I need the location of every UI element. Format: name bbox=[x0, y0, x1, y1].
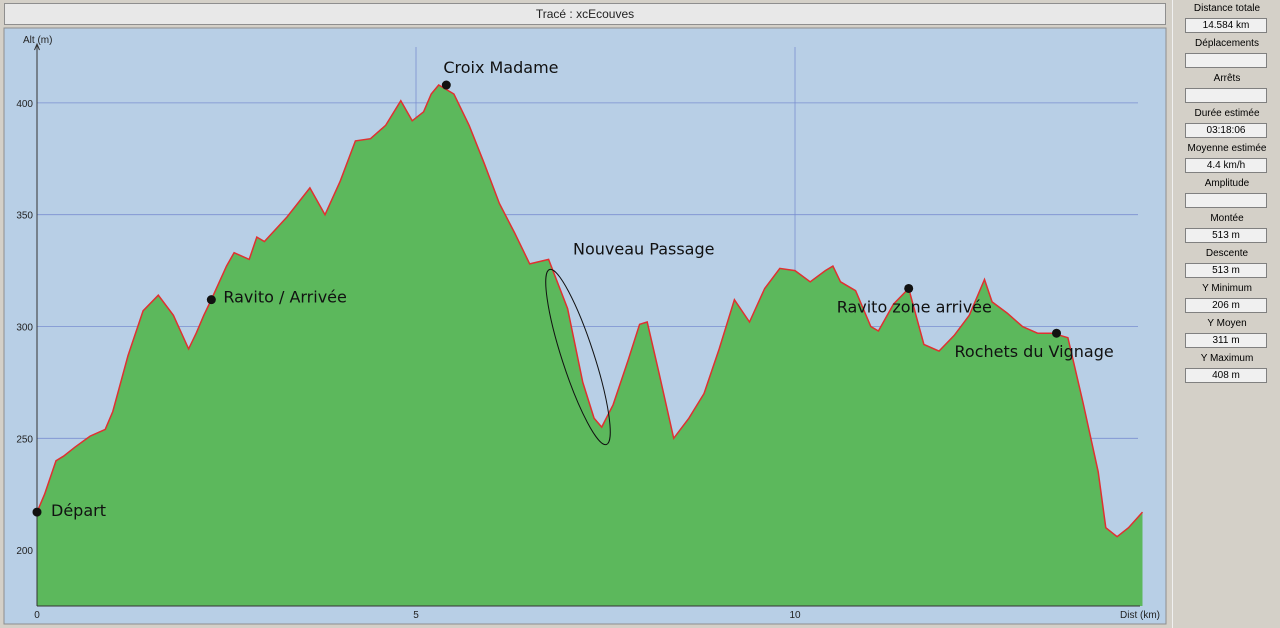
stat-value: 513 m bbox=[1185, 263, 1267, 278]
stat-label: Arrêts bbox=[1213, 73, 1241, 84]
stat-value: 4.4 km/h bbox=[1185, 158, 1267, 173]
stat-label: Durée estimée bbox=[1194, 108, 1260, 119]
stat-value: 513 m bbox=[1185, 228, 1267, 243]
stat-value bbox=[1185, 193, 1267, 208]
elevation-line bbox=[36, 84, 1144, 538]
stat-3: Durée estimée 03:18:06 bbox=[1173, 107, 1280, 138]
stat-value bbox=[1185, 88, 1267, 103]
x-tick-label: 5 bbox=[413, 610, 419, 621]
stat-10: Y Maximum 408 m bbox=[1173, 352, 1280, 383]
stat-6: Montée 513 m bbox=[1173, 212, 1280, 243]
stat-1: Déplacements bbox=[1173, 37, 1280, 68]
stat-label: Y Maximum bbox=[1200, 353, 1254, 364]
waypoint-label: Départ bbox=[51, 501, 106, 520]
stat-label: Y Moyen bbox=[1207, 318, 1247, 329]
waypoint-marker bbox=[32, 507, 42, 517]
waypoint-marker bbox=[206, 295, 216, 305]
stat-5: Amplitude bbox=[1173, 177, 1280, 208]
waypoint-label: Nouveau Passage bbox=[573, 239, 714, 258]
stat-label: Descente bbox=[1205, 248, 1249, 259]
stat-7: Descente 513 m bbox=[1173, 247, 1280, 278]
stat-label: Distance totale bbox=[1193, 3, 1261, 14]
y-axis-label: Alt (m) bbox=[23, 35, 52, 46]
stat-label: Déplacements bbox=[1195, 38, 1259, 49]
waypoint-label: Rochets du Vignage bbox=[955, 342, 1114, 361]
y-tick-label: 350 bbox=[16, 211, 33, 222]
x-tick-label: 0 bbox=[34, 610, 40, 621]
stat-value: 14.584 km bbox=[1185, 18, 1267, 33]
elevation-area bbox=[37, 85, 1143, 606]
y-tick-label: 300 bbox=[16, 323, 33, 334]
stat-0: Distance totale 14.584 km bbox=[1173, 2, 1280, 33]
waypoint-label: Croix Madame bbox=[443, 58, 558, 77]
y-tick-label: 200 bbox=[16, 546, 33, 557]
stat-label: Montée bbox=[1210, 213, 1244, 224]
stat-4: Moyenne estimée 4.4 km/h bbox=[1173, 142, 1280, 173]
stat-value: 03:18:06 bbox=[1185, 123, 1267, 138]
waypoint-marker bbox=[1052, 328, 1062, 338]
stat-label: Y Minimum bbox=[1202, 283, 1252, 294]
waypoint-marker bbox=[441, 80, 451, 90]
stat-label: Amplitude bbox=[1204, 178, 1250, 189]
x-axis-label: Dist (km) bbox=[1120, 610, 1160, 621]
axis-layer: 200 250 300 350 400 0 5 10 Alt (m) Dist (km) bbox=[16, 35, 1160, 621]
x-tick-label: 10 bbox=[789, 610, 801, 621]
stat-value: 408 m bbox=[1185, 368, 1267, 383]
stat-2: Arrêts bbox=[1173, 72, 1280, 103]
waypoint-marker bbox=[904, 283, 914, 293]
annotation-layer: Départ Ravito / Arrivée Croix Madame Nouvea… bbox=[32, 58, 1114, 520]
chart-panel: Tracé : xcEcouves 200 250 300 350 400 0 5 10 Alt… bbox=[0, 3, 1170, 626]
stat-9: Y Moyen 311 m bbox=[1173, 317, 1280, 348]
stat-value bbox=[1185, 53, 1267, 68]
stat-value: 206 m bbox=[1185, 298, 1267, 313]
waypoint-label: Ravito / Arrivée bbox=[223, 288, 347, 307]
y-axis-arrow bbox=[34, 42, 40, 51]
waypoint-label: Ravito zone arrivée bbox=[837, 297, 992, 316]
stats-panel: Distance totale 14.584 km Déplacements Arrê… bbox=[1172, 0, 1280, 628]
y-tick-label: 250 bbox=[16, 434, 33, 445]
chart-title: Tracé : xcEcouves bbox=[4, 3, 1166, 25]
stat-value: 311 m bbox=[1185, 333, 1267, 348]
y-tick-label: 400 bbox=[16, 99, 33, 110]
elevation-chart[interactable]: 200 250 300 350 400 0 5 10 Alt (m) Dist (km) Dépa… bbox=[0, 26, 1170, 626]
new-passage-highlight bbox=[545, 268, 611, 446]
stat-label: Moyenne estimée bbox=[1187, 143, 1267, 154]
stat-8: Y Minimum 206 m bbox=[1173, 282, 1280, 313]
